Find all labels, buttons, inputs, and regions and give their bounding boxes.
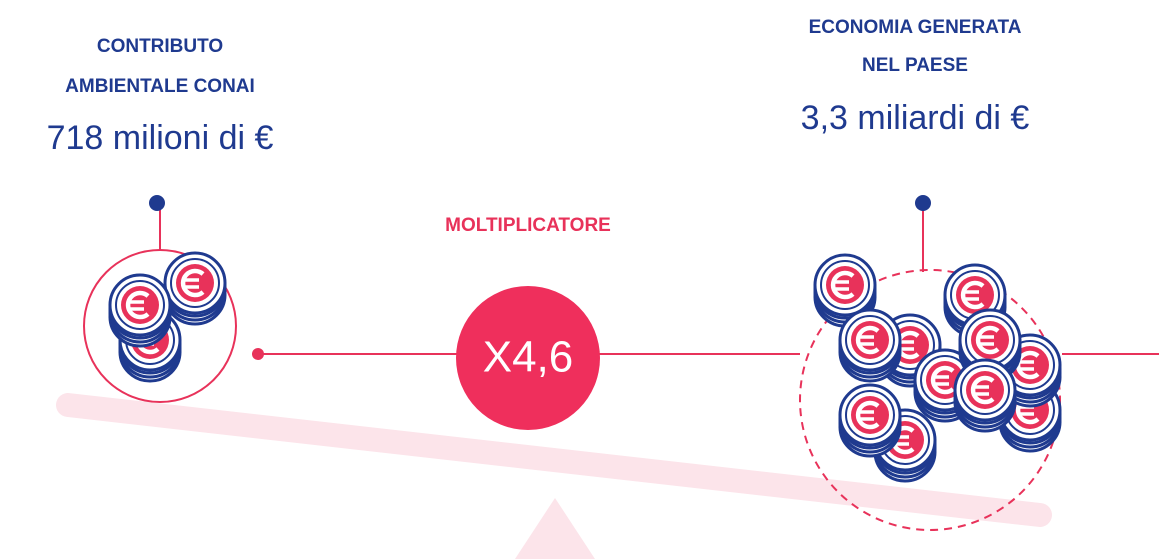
coin xyxy=(840,385,900,456)
left-amount: 718 milioni di € xyxy=(47,119,274,157)
multiplier-value: X4,6 xyxy=(483,333,574,382)
right-title: NEL PAESE xyxy=(862,55,968,76)
dot xyxy=(149,195,165,211)
coin xyxy=(165,253,225,324)
left-title: AMBIENTALE CONAI xyxy=(65,76,255,97)
right-amount: 3,3 miliardi di € xyxy=(801,99,1030,137)
infographic: CONTRIBUTO AMBIENTALE CONAI 718 milioni … xyxy=(0,0,1159,559)
coin xyxy=(840,310,900,381)
coin xyxy=(955,360,1015,431)
right-title: ECONOMIA GENERATA xyxy=(809,17,1022,38)
page: CONTRIBUTO AMBIENTALE CONAI 718 milioni … xyxy=(0,0,1159,559)
multiplier-label: MOLTIPLICATORE xyxy=(445,215,611,236)
fulcrum xyxy=(515,498,595,559)
left-title: CONTRIBUTO xyxy=(97,36,223,57)
coin xyxy=(110,275,170,346)
dot xyxy=(915,195,931,211)
